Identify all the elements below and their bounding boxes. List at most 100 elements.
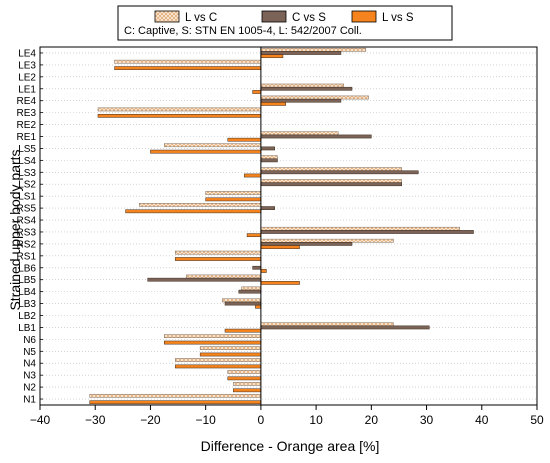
bar <box>175 358 262 362</box>
x-tick-label: 50 <box>530 413 544 427</box>
bar <box>260 86 353 91</box>
bar <box>260 170 419 175</box>
y-tick-label: LB1 <box>18 323 36 334</box>
bar <box>260 325 430 330</box>
bar <box>252 265 262 270</box>
plot-frame <box>39 46 538 406</box>
bar <box>260 54 284 59</box>
bar <box>260 281 300 285</box>
bar <box>175 250 262 255</box>
bar <box>150 149 262 154</box>
gridlines <box>40 52 537 400</box>
bar <box>238 289 262 294</box>
y-tick-label: LE4 <box>18 48 36 59</box>
x-tick-label: 10 <box>309 413 323 427</box>
bar <box>260 242 353 246</box>
bar <box>260 134 372 139</box>
bar <box>227 137 262 142</box>
bar <box>260 95 369 100</box>
y-tick-label: N1 <box>23 395 36 406</box>
bar <box>205 197 262 202</box>
legend-swatch <box>351 10 377 23</box>
bar <box>227 370 262 374</box>
y-tick-label: LS5 <box>18 144 36 155</box>
bar <box>260 182 402 187</box>
bar <box>260 131 339 136</box>
y-axis-title: Strained upper body parts <box>7 149 23 310</box>
y-tick-label: RS2 <box>17 239 37 250</box>
bar <box>260 167 402 171</box>
legend-swatch <box>154 10 180 23</box>
bar <box>241 286 262 291</box>
axes: LE4LE3LE2LE1RE4RE3RE2RE1LS5LS4LS3LS2LS1R… <box>17 46 544 427</box>
bar <box>260 269 267 273</box>
y-tick-label: RE2 <box>17 120 37 131</box>
bar <box>221 298 262 303</box>
bar <box>186 274 262 279</box>
bar <box>175 364 262 369</box>
bar <box>147 277 262 282</box>
bar <box>114 66 262 70</box>
y-tick-label: RS5 <box>17 204 37 215</box>
bar <box>260 47 367 52</box>
bar <box>139 203 262 207</box>
x-tick-label: 40 <box>475 413 489 427</box>
bar <box>97 113 262 118</box>
y-tick-label: N6 <box>23 335 36 346</box>
y-tick-label: N2 <box>23 383 36 394</box>
bar <box>199 352 262 357</box>
y-tick-label: LS3 <box>18 168 36 179</box>
bar <box>244 173 262 178</box>
bar <box>89 400 262 405</box>
bar <box>260 98 342 103</box>
bar <box>260 158 278 163</box>
y-tick-label: RE3 <box>17 108 37 119</box>
x-tick-label: 20 <box>365 413 379 427</box>
bar <box>260 51 342 55</box>
bar <box>199 346 262 350</box>
y-tick-label: LB6 <box>18 263 36 274</box>
bar <box>252 90 262 94</box>
bars <box>89 47 474 405</box>
y-tick-label: LB2 <box>18 311 36 322</box>
x-tick-label: −10 <box>195 413 216 427</box>
bar <box>114 59 262 64</box>
bar <box>260 102 286 106</box>
bar <box>233 388 262 393</box>
bar <box>260 83 344 88</box>
bar <box>246 233 262 238</box>
bar <box>260 230 474 234</box>
bar <box>233 382 262 386</box>
x-tick-label: −20 <box>140 413 161 427</box>
y-tick-label: RE1 <box>17 132 37 143</box>
y-tick-label: LE2 <box>18 72 36 83</box>
bar <box>260 322 394 327</box>
y-tick-label: LS2 <box>18 180 36 191</box>
bar <box>227 376 262 381</box>
y-tick-label: N5 <box>23 347 36 358</box>
legend-label: L vs S <box>382 12 414 24</box>
x-tick-label: 30 <box>420 413 434 427</box>
y-tick-label: RS4 <box>17 216 37 227</box>
x-tick-label: −40 <box>30 413 51 427</box>
y-tick-label: LB3 <box>18 299 36 310</box>
bar <box>260 179 402 183</box>
y-tick-label: N3 <box>23 371 36 382</box>
y-tick-label: LS4 <box>18 156 36 167</box>
bar <box>89 393 262 398</box>
y-tick-label: RE4 <box>17 96 37 107</box>
x-tick-label: −30 <box>85 413 106 427</box>
bar <box>260 238 394 243</box>
legend-swatch <box>261 10 287 23</box>
bar <box>164 340 262 345</box>
bar <box>164 334 262 339</box>
y-tick-label: RS3 <box>17 227 37 238</box>
x-tick-label: 0 <box>258 413 265 427</box>
bar <box>205 191 262 195</box>
bar <box>260 146 275 151</box>
x-axis-title: Difference - Orange area [%] <box>201 438 380 454</box>
y-tick-label: LE1 <box>18 84 36 95</box>
bar <box>164 143 262 148</box>
legend: L vs C C vs S L vs S C: Captive, S: STN EN… <box>117 5 453 41</box>
